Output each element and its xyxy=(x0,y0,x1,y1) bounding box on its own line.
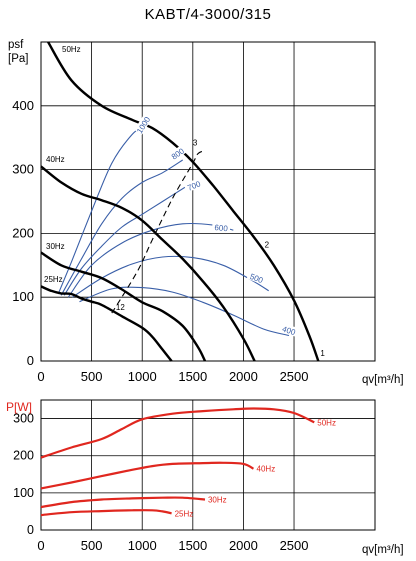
power-curve-25Hz xyxy=(40,509,172,517)
pressure-y-tick-label: 300 xyxy=(12,162,34,177)
power-curve-40Hz xyxy=(40,461,255,490)
pressure-x-tick-label: 2500 xyxy=(280,369,309,384)
efficiency-curve-400 xyxy=(79,286,290,337)
power-x-tick-label: 0 xyxy=(37,538,44,553)
power-curves xyxy=(40,407,315,517)
efficiency-label-400: 400 xyxy=(281,325,297,338)
pressure-chart-x-axis-label: qv[m³/h] xyxy=(362,374,404,386)
efficiency-curve-700 xyxy=(63,185,189,296)
fan-curve-label-50Hz: 50Hz xyxy=(62,45,81,54)
fan-curve-label-30Hz: 30Hz xyxy=(46,242,65,251)
efficiency-label-background xyxy=(279,322,300,337)
pressure-x-tick-label: 1000 xyxy=(128,369,157,384)
efficiency-curves xyxy=(57,123,290,337)
pressure-y-tick-label: 200 xyxy=(12,225,34,240)
efficiency-curve-1000 xyxy=(57,123,148,295)
power-labels: 50Hz 40Hz 30Hz 25Hz xyxy=(175,418,336,518)
pressure-axis-unit: [Pa] xyxy=(8,53,28,65)
power-y-tick-label: 300 xyxy=(13,412,34,426)
pressure-x-tick-label: 0 xyxy=(37,369,44,384)
efficiency-label-background xyxy=(134,114,152,135)
power-curve-50Hz xyxy=(40,407,315,459)
power-chart-x-axis-label: qv[m³/h] xyxy=(362,544,404,556)
pressure-plot-frame xyxy=(40,41,376,362)
fan-curves xyxy=(40,41,320,362)
pressure-y-tick-label: 100 xyxy=(12,289,34,304)
efficiency-curve-800 xyxy=(60,159,183,296)
efficiency-label-background xyxy=(183,177,204,193)
power-y-tick-label: 0 xyxy=(27,523,34,537)
power-chart: 0 500 1000 1500 2000 2500 0 100 200 300 50Hz 40Hz 3… xyxy=(6,399,404,556)
power-x-tick-label: 1500 xyxy=(178,538,207,553)
chart-title: KABT/4-3000/315 xyxy=(144,6,272,23)
pressure-y-tick-label: 0 xyxy=(27,353,34,368)
pressure-grid: 0 500 1000 1500 2000 2500 0 100 200 300 400 xyxy=(12,41,376,384)
power-curve-30Hz xyxy=(40,496,206,509)
efficiency-label-1000: 1000 xyxy=(135,115,152,135)
power-y-tick-label: 200 xyxy=(13,449,34,463)
fan-curve-25Hz xyxy=(40,285,173,362)
operating-point-label: 12 xyxy=(116,303,125,312)
operating-point-label: 3 xyxy=(193,138,198,147)
power-x-tick-label: 500 xyxy=(81,538,103,553)
pressure-x-tick-label: 2000 xyxy=(229,369,258,384)
pressure-x-tick-label: 500 xyxy=(81,369,103,384)
pressure-x-tick-label: 1500 xyxy=(178,369,207,384)
power-curve-label-25Hz: 25Hz xyxy=(175,509,194,518)
efficiency-label-background xyxy=(246,270,267,286)
efficiency-label-background xyxy=(211,221,231,233)
power-y-tick-label: 100 xyxy=(13,486,34,500)
power-curve-label-40Hz: 40Hz xyxy=(257,465,276,474)
fan-curve-50Hz xyxy=(47,41,320,362)
operating-point-label: 1 xyxy=(320,349,325,358)
fan-curve-30Hz xyxy=(40,251,207,362)
system-line xyxy=(111,149,206,314)
power-x-tick-label: 2000 xyxy=(229,538,258,553)
fan-curve-label-40Hz: 40Hz xyxy=(46,155,65,164)
fan-curve-label-25Hz: 25Hz xyxy=(44,275,63,284)
pressure-axis-label: psf xyxy=(8,39,24,51)
efficiency-label-background xyxy=(167,144,188,163)
power-plot-frame xyxy=(40,399,376,531)
power-grid: 0 500 1000 1500 2000 2500 0 100 200 300 xyxy=(13,399,376,553)
power-curve-label-50Hz: 50Hz xyxy=(317,418,336,427)
operating-point-label: 2 xyxy=(265,240,270,249)
power-curve-label-30Hz: 30Hz xyxy=(208,496,227,505)
fan-curve-40Hz xyxy=(40,165,256,362)
pressure-y-tick-label: 400 xyxy=(12,98,34,113)
power-x-tick-label: 1000 xyxy=(128,538,157,553)
power-axis-label: P[W] xyxy=(6,400,32,414)
system-lines xyxy=(111,149,206,314)
efficiency-label-600: 600 xyxy=(214,223,229,233)
power-x-tick-label: 2500 xyxy=(280,538,309,553)
